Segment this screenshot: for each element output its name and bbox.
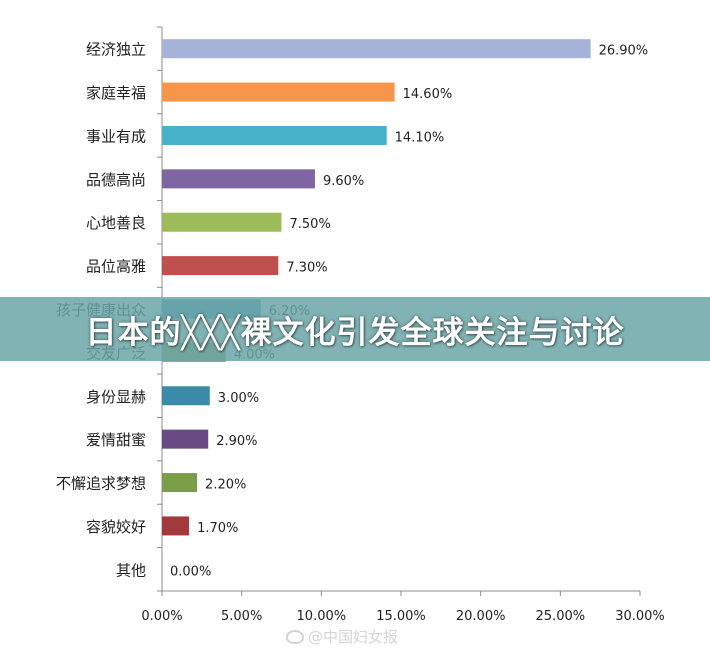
- category-label: 心地善良: [86, 214, 146, 232]
- watermark: @中国妇女报: [286, 626, 398, 647]
- watermark-text: @中国妇女报: [308, 628, 399, 646]
- x-tick-label: 25.00%: [536, 609, 586, 624]
- category-label: 经济独立: [86, 41, 146, 59]
- x-tick-label: 20.00%: [456, 609, 506, 624]
- bar: [162, 39, 591, 59]
- category-label: 容貌姣好: [86, 518, 146, 536]
- bar: [162, 386, 210, 406]
- weibo-icon: [286, 629, 304, 644]
- x-tick-label: 10.00%: [297, 609, 347, 624]
- category-label: 品位高雅: [86, 258, 146, 276]
- category-label: 品德高尚: [86, 171, 146, 189]
- category-label: 爱情甜蜜: [86, 431, 146, 449]
- x-tick-label: 15.00%: [376, 609, 426, 624]
- bar: [162, 82, 395, 102]
- value-label: 1.70%: [197, 521, 238, 536]
- bar: [162, 169, 315, 189]
- x-tick-label: 0.00%: [141, 609, 182, 624]
- value-label: 26.90%: [599, 44, 649, 59]
- value-label: 14.10%: [395, 130, 445, 145]
- value-label: 7.50%: [290, 217, 331, 232]
- category-label: 不懈追求梦想: [56, 475, 146, 493]
- value-label: 9.60%: [323, 174, 364, 189]
- bar: [162, 125, 387, 145]
- value-label: 2.90%: [216, 434, 257, 449]
- value-label: 3.00%: [218, 391, 259, 406]
- category-label: 家庭幸福: [86, 84, 146, 102]
- category-label: 事业有成: [86, 127, 146, 145]
- value-label: 2.20%: [205, 478, 246, 493]
- value-label: 7.30%: [286, 261, 327, 276]
- value-label: 0.00%: [170, 564, 211, 579]
- category-label: 身份显赫: [86, 388, 146, 406]
- title-banner: 日本的╳╳╳裸文化引发全球关注与讨论: [0, 297, 710, 361]
- banner-title: 日本的╳╳╳裸文化引发全球关注与讨论: [85, 314, 625, 351]
- value-label: 14.60%: [403, 87, 453, 102]
- bar: [162, 429, 209, 449]
- x-tick-label: 30.00%: [615, 609, 665, 624]
- bar: [162, 256, 279, 276]
- bar: [162, 516, 190, 536]
- category-label: 其他: [116, 561, 146, 579]
- x-tick-label: 5.00%: [221, 609, 262, 624]
- bar: [162, 212, 282, 232]
- bar: [162, 473, 198, 493]
